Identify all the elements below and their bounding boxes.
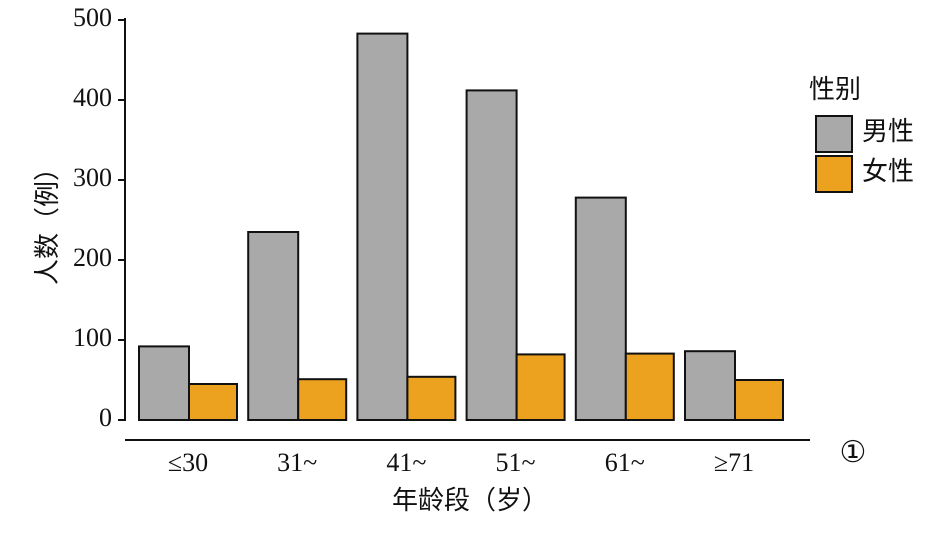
y-tick-label: 200 bbox=[73, 243, 112, 272]
y-tick-label: 500 bbox=[73, 3, 112, 32]
bar bbox=[684, 350, 736, 422]
bar bbox=[356, 32, 409, 421]
bar bbox=[465, 89, 518, 422]
x-axis-label: 年龄段（岁） bbox=[392, 486, 548, 515]
bar bbox=[734, 379, 784, 421]
x-tick-label: 41~ bbox=[386, 448, 426, 477]
bar bbox=[515, 353, 566, 421]
y-tick-label: 100 bbox=[73, 323, 112, 352]
y-axis-label: 人数（例） bbox=[33, 155, 62, 285]
x-tick-label: 51~ bbox=[496, 448, 536, 477]
bar bbox=[188, 383, 238, 421]
legend-swatch bbox=[815, 155, 853, 193]
legend-title: 性别 bbox=[809, 75, 861, 104]
annotation: ① bbox=[840, 436, 867, 469]
bar bbox=[247, 231, 300, 421]
x-tick-label: ≥71 bbox=[714, 448, 754, 477]
x-tick-label: ≤30 bbox=[168, 448, 208, 477]
bar bbox=[624, 352, 675, 422]
x-tick-label: 31~ bbox=[277, 448, 317, 477]
y-tick-label: 0 bbox=[99, 403, 112, 432]
legend-label: 女性 bbox=[862, 157, 914, 186]
legend-label: 男性 bbox=[862, 117, 914, 146]
bar bbox=[138, 345, 190, 421]
y-tick-label: 400 bbox=[73, 83, 112, 112]
x-tick-label: 61~ bbox=[605, 448, 645, 477]
bar bbox=[574, 196, 627, 421]
bar bbox=[297, 378, 348, 422]
bar bbox=[406, 375, 457, 421]
legend-swatch bbox=[815, 115, 853, 153]
y-tick-label: 300 bbox=[73, 163, 112, 192]
